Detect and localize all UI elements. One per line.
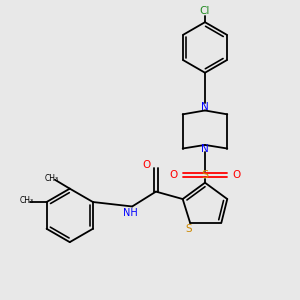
- Text: S: S: [185, 224, 192, 234]
- Text: N: N: [201, 102, 209, 112]
- Text: S: S: [201, 170, 208, 180]
- Text: CH₃: CH₃: [44, 174, 58, 183]
- Text: O: O: [170, 170, 178, 180]
- Text: Cl: Cl: [200, 6, 210, 16]
- Text: O: O: [142, 160, 151, 170]
- Text: CH₃: CH₃: [20, 196, 34, 205]
- Text: NH: NH: [123, 208, 138, 218]
- Text: N: N: [201, 143, 209, 154]
- Text: O: O: [232, 170, 240, 180]
